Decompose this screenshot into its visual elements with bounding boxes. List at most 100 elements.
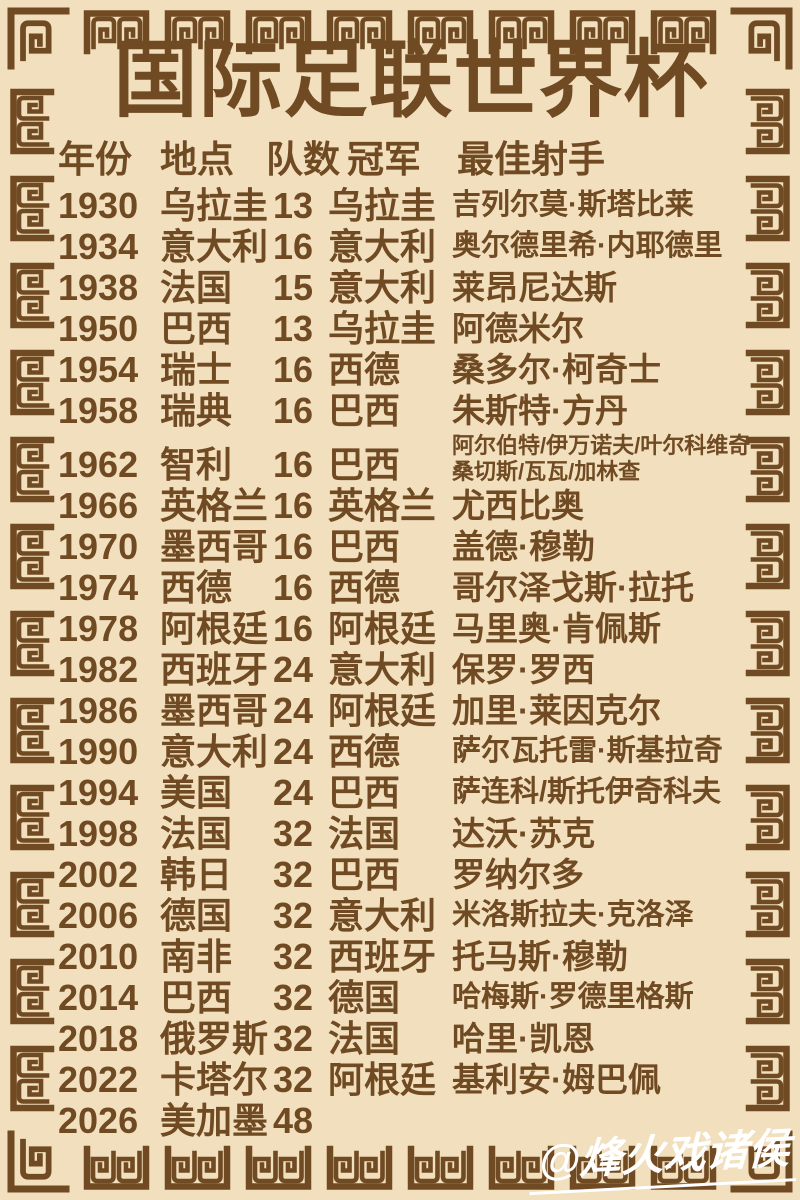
greek-key-ornament — [87, 1149, 146, 1187]
champion-cell: 西德 — [328, 349, 401, 390]
year-cell: 1966 — [58, 485, 139, 526]
year-cell: 1998 — [58, 813, 139, 854]
host-cell: 英格兰 — [160, 485, 269, 526]
year-cell: 2026 — [58, 1100, 139, 1141]
top-scorer-cell: 哥尔泽戈斯·拉托 — [452, 569, 694, 606]
champion-cell: 阿根廷 — [328, 1059, 437, 1100]
year-cell: 1978 — [58, 608, 139, 649]
host-cell: 瑞士 — [160, 349, 233, 390]
top-scorer-cell: 哈里·凯恩 — [452, 1020, 595, 1057]
table-row: 2022 卡塔尔 32 阿根廷 基利安·姆巴佩 — [58, 1059, 764, 1100]
host-cell: 卡塔尔 — [160, 1059, 269, 1100]
host-cell: 墨西哥 — [160, 690, 269, 731]
teams-cell: 16 — [273, 390, 314, 431]
champion-cell: 意大利 — [328, 895, 437, 936]
col-header-year: 年份 — [58, 139, 132, 180]
champion-cell: 意大利 — [328, 226, 437, 267]
champion-cell: 西班牙 — [328, 936, 437, 977]
poster-content: 国际足联世界杯 年份 地点 队数 冠军 最佳射手 1930 乌拉圭 13 乌拉圭 吉列尔… — [58, 0, 764, 1141]
year-cell: 2022 — [58, 1059, 139, 1100]
table-row: 2026 美加墨 48 — [58, 1100, 764, 1141]
host-cell: 美加墨 — [160, 1100, 269, 1141]
year-cell: 1990 — [58, 731, 139, 772]
greek-key-ornament — [14, 179, 52, 238]
top-scorer-cell: 朱斯特·方丹 — [452, 392, 628, 429]
teams-cell: 16 — [273, 485, 314, 526]
top-scorer-cell: 托马斯·穆勒 — [452, 938, 628, 975]
year-cell: 2006 — [58, 895, 139, 936]
col-header-scorer: 最佳射手 — [457, 139, 605, 180]
table-row: 1970 墨西哥 16 巴西 盖德·穆勒 — [58, 526, 764, 567]
table-row: 2010 南非 32 西班牙 托马斯·穆勒 — [58, 936, 764, 977]
teams-cell: 16 — [273, 608, 314, 649]
teams-cell: 32 — [273, 895, 314, 936]
champion-cell: 法国 — [328, 813, 401, 854]
table-row: 1958 瑞典 16 巴西 朱斯特·方丹 — [58, 390, 764, 431]
teams-cell: 48 — [273, 1100, 314, 1141]
teams-cell: 16 — [273, 444, 314, 485]
col-header-teams: 队数 — [266, 139, 340, 180]
top-scorer-cell: 盖德·穆勒 — [452, 528, 595, 565]
top-scorer-cell: 桑多尔·柯奇士 — [452, 351, 661, 388]
table-row: 1934 意大利 16 意大利 奥尔德里希·内耶德里 — [58, 226, 764, 267]
teams-cell: 24 — [273, 690, 314, 731]
top-scorer-cell: 阿德米尔 — [452, 310, 584, 347]
host-cell: 墨西哥 — [160, 526, 269, 567]
teams-cell: 32 — [273, 1018, 314, 1059]
top-scorer-cell: 萨连科/斯托伊奇科夫 — [452, 776, 722, 808]
top-scorer-cell: 尤西比奥 — [452, 487, 584, 524]
top-scorer-cell: 奥尔德里希·内耶德里 — [452, 230, 723, 262]
year-cell: 1962 — [58, 444, 139, 485]
teams-cell: 24 — [273, 649, 314, 690]
teams-cell: 32 — [273, 1059, 314, 1100]
champion-cell: 乌拉圭 — [328, 308, 437, 349]
year-cell: 1970 — [58, 526, 139, 567]
col-header-champion: 冠军 — [347, 139, 421, 180]
year-cell: 1950 — [58, 308, 139, 349]
col-header-host: 地点 — [160, 139, 234, 180]
champion-cell: 巴西 — [328, 444, 401, 485]
table-header-row: 年份 地点 队数 冠军 最佳射手 — [58, 138, 764, 182]
greek-key-ornament — [14, 788, 52, 847]
top-scorer-cell: 基利安·姆巴佩 — [452, 1061, 661, 1098]
table-row: 1982 西班牙 24 意大利 保罗·罗西 — [58, 649, 764, 690]
table-row: 2014 巴西 32 德国 哈梅斯·罗德里格斯 — [58, 977, 764, 1018]
year-cell: 1974 — [58, 567, 139, 608]
year-cell: 2018 — [58, 1018, 139, 1059]
year-cell: 1958 — [58, 390, 139, 431]
teams-cell: 32 — [273, 854, 314, 895]
year-cell: 1954 — [58, 349, 139, 390]
teams-cell: 16 — [273, 349, 314, 390]
host-cell: 美国 — [160, 772, 233, 813]
greek-key-ornament — [14, 527, 52, 586]
top-scorer-cell: 罗纳尔多 — [452, 856, 584, 893]
page-title: 国际足联世界杯 — [113, 33, 709, 127]
teams-cell: 16 — [273, 567, 314, 608]
greek-key-ornament — [411, 1149, 470, 1187]
champion-cell: 乌拉圭 — [328, 185, 437, 226]
table-row: 1966 英格兰 16 英格兰 尤西比奥 — [58, 485, 764, 526]
champion-cell: 意大利 — [328, 649, 437, 690]
greek-key-ornament — [330, 1149, 389, 1187]
year-cell: 1982 — [58, 649, 139, 690]
host-cell: 意大利 — [160, 226, 269, 267]
table-row: 1978 阿根廷 16 阿根廷 马里奥·肯佩斯 — [58, 608, 764, 649]
host-cell: 法国 — [160, 813, 233, 854]
table-row: 2018 俄罗斯 32 法国 哈里·凯恩 — [58, 1018, 764, 1059]
champion-cell: 法国 — [328, 1018, 401, 1059]
champion-cell: 西德 — [328, 567, 401, 608]
host-cell: 巴西 — [160, 308, 233, 349]
greek-key-ornament — [11, 1134, 66, 1189]
host-cell: 意大利 — [160, 731, 269, 772]
table-row: 2006 德国 32 意大利 米洛斯拉夫·克洛泽 — [58, 895, 764, 936]
top-scorer-cell: 保罗·罗西 — [452, 651, 595, 688]
top-scorer-cell: 达沃·苏克 — [452, 815, 595, 852]
top-scorer-cell: 阿尔伯特/伊万诺夫/叶尔科维奇 桑切斯/瓦瓦/加林查 — [452, 433, 751, 484]
year-cell: 1938 — [58, 267, 139, 308]
year-cell: 2010 — [58, 936, 139, 977]
table-row: 1930 乌拉圭 13 乌拉圭 吉列尔莫·斯塔比莱 — [58, 185, 764, 226]
greek-key-ornament — [14, 875, 52, 934]
host-cell: 瑞典 — [160, 390, 233, 431]
year-cell: 2014 — [58, 977, 139, 1018]
table-row: 1986 墨西哥 24 阿根廷 加里·莱因克尔 — [58, 690, 764, 731]
